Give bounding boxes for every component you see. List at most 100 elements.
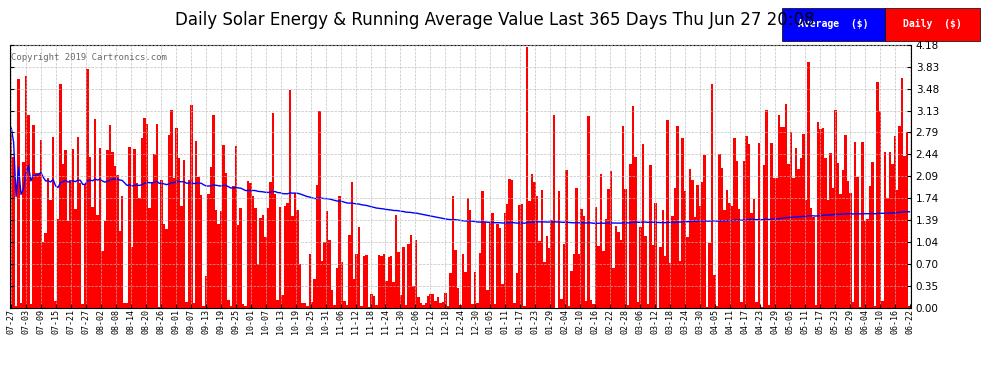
- Bar: [96, 215, 99, 308]
- Text: Copyright 2019 Cartronics.com: Copyright 2019 Cartronics.com: [11, 53, 166, 62]
- Bar: [704, 155, 706, 308]
- Bar: [694, 217, 696, 308]
- Bar: [742, 161, 745, 308]
- Bar: [849, 193, 851, 308]
- Bar: [871, 162, 874, 308]
- Bar: [651, 244, 654, 308]
- Bar: [597, 246, 600, 308]
- Bar: [514, 303, 516, 307]
- Bar: [666, 120, 669, 308]
- Bar: [168, 135, 170, 308]
- Bar: [59, 84, 61, 308]
- Bar: [47, 178, 50, 308]
- Bar: [131, 247, 134, 308]
- Bar: [51, 137, 54, 308]
- Bar: [864, 221, 866, 308]
- Bar: [81, 304, 84, 307]
- Bar: [669, 263, 671, 308]
- Bar: [762, 165, 765, 308]
- Bar: [755, 302, 757, 307]
- Bar: [585, 301, 587, 307]
- Bar: [40, 140, 42, 308]
- Bar: [387, 257, 390, 307]
- Bar: [12, 157, 15, 308]
- Bar: [602, 251, 605, 308]
- Bar: [738, 209, 741, 308]
- Bar: [587, 116, 590, 308]
- Bar: [71, 149, 74, 308]
- Bar: [339, 196, 341, 308]
- Bar: [499, 228, 501, 308]
- Bar: [245, 306, 247, 308]
- Bar: [64, 150, 66, 308]
- Bar: [504, 213, 506, 308]
- Bar: [640, 227, 642, 308]
- Bar: [195, 141, 197, 308]
- Bar: [790, 132, 792, 308]
- Bar: [251, 196, 254, 308]
- Bar: [904, 156, 906, 308]
- Bar: [402, 247, 405, 308]
- Bar: [489, 223, 491, 308]
- Bar: [84, 184, 86, 308]
- Bar: [22, 162, 25, 308]
- Bar: [316, 186, 319, 308]
- Bar: [729, 202, 731, 308]
- Bar: [780, 128, 782, 308]
- Bar: [400, 295, 402, 307]
- Bar: [104, 222, 106, 308]
- Bar: [129, 147, 131, 308]
- Bar: [319, 111, 321, 308]
- Bar: [446, 306, 449, 308]
- Text: Daily Solar Energy & Running Average Value Last 365 Days Thu Jun 27 20:08: Daily Solar Energy & Running Average Val…: [175, 11, 815, 29]
- Bar: [630, 164, 632, 308]
- Bar: [370, 294, 372, 308]
- Bar: [600, 174, 602, 308]
- Bar: [807, 62, 810, 308]
- Bar: [866, 219, 869, 308]
- Bar: [674, 189, 676, 308]
- Bar: [501, 284, 504, 308]
- Bar: [422, 305, 425, 308]
- Bar: [481, 191, 484, 308]
- Bar: [464, 272, 466, 308]
- Bar: [805, 200, 807, 308]
- Bar: [155, 124, 158, 308]
- Bar: [144, 118, 146, 308]
- Bar: [449, 273, 451, 308]
- Bar: [516, 273, 519, 308]
- Bar: [304, 303, 306, 307]
- Bar: [146, 124, 148, 308]
- Bar: [792, 178, 795, 308]
- Bar: [832, 188, 835, 308]
- Bar: [461, 254, 464, 308]
- Bar: [395, 215, 397, 308]
- Bar: [659, 247, 661, 308]
- Bar: [109, 125, 111, 308]
- Bar: [879, 111, 881, 308]
- Bar: [301, 303, 304, 307]
- Bar: [207, 194, 210, 308]
- Bar: [175, 128, 178, 308]
- Bar: [66, 221, 69, 308]
- Bar: [274, 194, 276, 308]
- Bar: [344, 301, 346, 307]
- Bar: [205, 276, 207, 308]
- Bar: [820, 129, 822, 308]
- Bar: [284, 206, 286, 308]
- Bar: [906, 132, 909, 308]
- Bar: [368, 307, 370, 308]
- Bar: [719, 154, 721, 308]
- Bar: [699, 206, 701, 308]
- Bar: [281, 295, 284, 307]
- Bar: [752, 199, 755, 308]
- Bar: [550, 220, 552, 308]
- Bar: [242, 304, 245, 307]
- Bar: [590, 300, 592, 307]
- Bar: [363, 256, 365, 307]
- Bar: [249, 183, 251, 308]
- Bar: [86, 69, 89, 308]
- Bar: [899, 126, 901, 308]
- Bar: [884, 152, 886, 308]
- Bar: [607, 189, 610, 308]
